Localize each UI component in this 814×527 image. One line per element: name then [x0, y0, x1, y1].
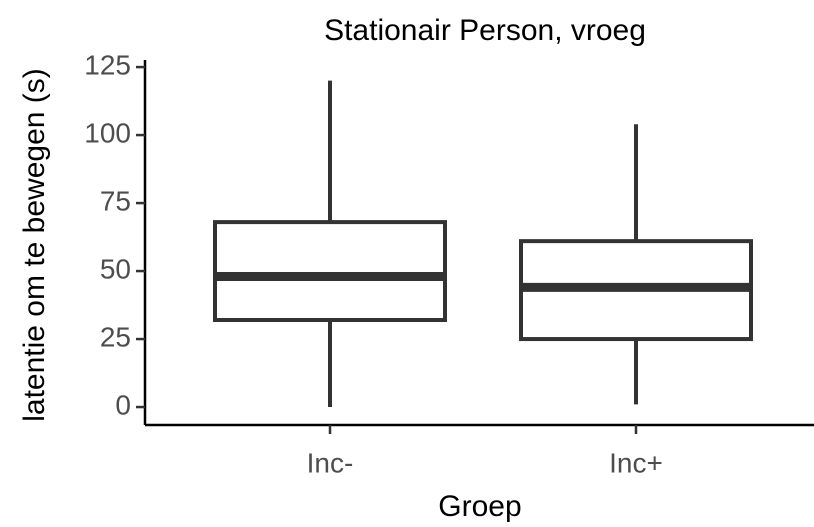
- y-tick-label: 125: [84, 49, 131, 80]
- box: [213, 220, 447, 323]
- y-tick-label: 25: [100, 321, 131, 352]
- y-tick-label: 50: [100, 253, 131, 284]
- y-tick-label: 75: [100, 185, 131, 216]
- y-axis-label: latentie om te bewegen (s): [18, 68, 51, 422]
- y-tick-label: 100: [84, 117, 131, 148]
- chart-title: Stationair Person, vroeg: [324, 14, 646, 47]
- y-tick-label: 0: [115, 389, 131, 420]
- x-tick-label: Inc-: [307, 447, 354, 478]
- x-axis-label: Groep: [438, 490, 521, 523]
- x-tick-label: Inc+: [609, 447, 663, 478]
